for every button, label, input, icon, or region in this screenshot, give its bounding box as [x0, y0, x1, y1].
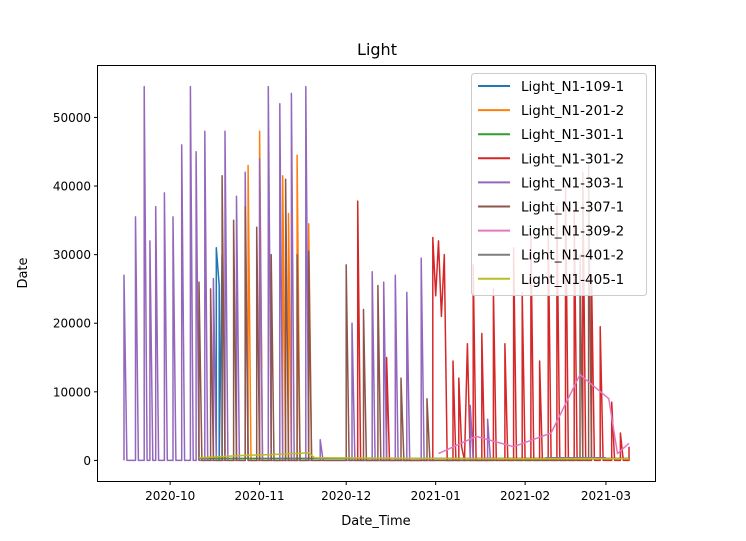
series-line-9	[198, 452, 629, 460]
series-line-6	[198, 164, 593, 462]
legend-entry: Light_N1-401-2	[521, 248, 624, 264]
legend: Light_N1-109-1 Light_N1-201-2 Light_N1-301…	[471, 73, 647, 296]
x-axis-label: Date_Time	[341, 514, 410, 529]
legend-entry: Light_N1-405-1	[521, 272, 624, 288]
legend-entry: Light_N1-109-1	[521, 79, 624, 95]
y-tick-label: 20000	[53, 317, 91, 331]
y-axis-label: Date	[16, 257, 31, 288]
legend-entry: Light_N1-201-2	[521, 103, 624, 119]
series-line-7	[438, 373, 630, 455]
chart-title: Light	[357, 40, 397, 59]
legend-box	[471, 73, 647, 296]
legend-entry: Light_N1-307-1	[521, 200, 624, 216]
y-tick-label: 30000	[53, 248, 91, 262]
x-tick-label: 2020-11	[235, 489, 285, 503]
y-tick-label: 40000	[53, 180, 91, 194]
y-axis-ticks: 0 10000 20000 30000 40000 50000	[53, 111, 98, 468]
legend-entry: Light_N1-301-1	[521, 127, 624, 143]
x-tick-label: 2021-01	[411, 489, 461, 503]
x-tick-label: 2020-10	[145, 489, 195, 503]
legend-entry: Light_N1-309-2	[521, 224, 624, 240]
y-tick-label: 50000	[53, 111, 91, 125]
y-tick-label: 0	[83, 454, 91, 468]
x-axis-ticks: 2020-10 2020-11 2020-12 2021-01 2021-02 2021-…	[145, 481, 631, 503]
legend-entry: Light_N1-301-2	[521, 151, 624, 167]
x-tick-label: 2020-12	[321, 489, 371, 503]
series-line-5	[123, 85, 492, 462]
legend-entry: Light_N1-303-1	[521, 175, 624, 191]
x-tick-label: 2021-02	[500, 489, 550, 503]
series-line-1	[215, 247, 223, 462]
y-tick-label: 10000	[53, 385, 91, 399]
x-tick-label: 2021-03	[581, 489, 631, 503]
series-layer	[123, 85, 630, 462]
plot-frame	[97, 65, 656, 482]
